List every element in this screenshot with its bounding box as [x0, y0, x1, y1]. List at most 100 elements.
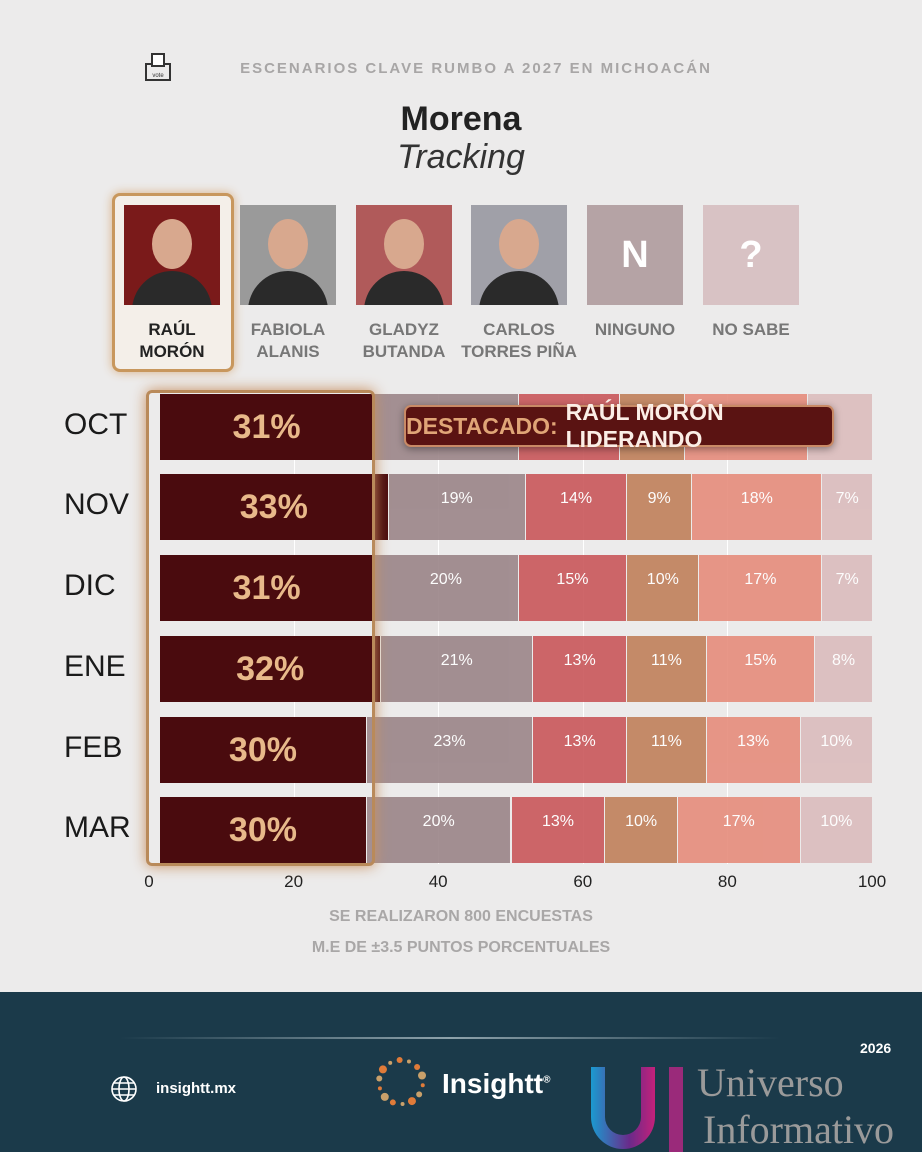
logo-dot: [414, 1064, 421, 1071]
bar-segment-carlos-torres-pi-a: 9%: [627, 474, 692, 540]
candidate-name: RAÚL MORÓN: [114, 319, 230, 363]
bar-segment-fabiola-alanis: 20%: [374, 555, 518, 621]
data-label: 30%: [228, 730, 297, 769]
x-tick-label: 0: [144, 872, 154, 891]
bar-segment-gladyz-butanda: 14%: [525, 474, 627, 540]
logo-dot: [400, 1101, 405, 1106]
candidate-name-line2: TORRES PIÑA: [461, 342, 577, 361]
data-label: 10%: [820, 813, 853, 830]
candidate-photo: ?: [703, 205, 799, 305]
data-label: 31%: [232, 407, 301, 446]
logo-dot: [420, 1083, 425, 1088]
candidate-name: NINGUNO: [577, 319, 693, 341]
data-label: 18%: [740, 490, 773, 507]
candidate-photo: [240, 205, 336, 305]
logo-dot: [376, 1075, 383, 1082]
website-link[interactable]: insightt.mx: [156, 1080, 237, 1097]
bar-segment-ninguno: 17%: [677, 797, 800, 863]
logo-dot: [388, 1060, 393, 1065]
data-label: 8%: [832, 652, 856, 669]
bar-segment-fabiola-alanis: 20%: [366, 797, 511, 863]
footer-divider: [120, 1037, 780, 1039]
x-tick-label: 100: [857, 872, 887, 891]
data-label: 11%: [651, 733, 682, 750]
candidate-photo: [471, 205, 567, 305]
bar-segment-carlos-torres-pi-a: 10%: [605, 797, 677, 863]
data-label: 13%: [737, 733, 770, 750]
candidate-glyph: N: [621, 233, 649, 276]
bar-segment-ra-l-mor-n: 30%: [160, 717, 366, 783]
subtitle: ESCENARIOS CLAVE RUMBO A 2027 EN MICHOAC…: [240, 60, 712, 77]
candidate-name-line2: BUTANDA: [362, 342, 446, 361]
month-label: OCT: [64, 408, 128, 441]
bar-segment-fabiola-alanis: 21%: [381, 636, 533, 702]
bar-segment-no-sabe: 7%: [822, 474, 872, 540]
watermark-text-2: Informativo: [703, 1107, 895, 1152]
data-label: 33%: [239, 487, 308, 526]
bar-segment-ra-l-mor-n: 31%: [160, 555, 374, 621]
candidate-name-line1: NINGUNO: [594, 320, 676, 339]
candidate-1: FABIOLA ALANIS: [230, 205, 346, 363]
candidate-name-line2: ALANIS: [256, 342, 320, 361]
bar-segment-ra-l-mor-n: 31%: [160, 394, 374, 460]
month-label: NOV: [64, 488, 130, 521]
candidate-name: CARLOS TORRES PIÑA: [461, 319, 577, 363]
data-label: 17%: [722, 813, 755, 830]
gridline: [582, 394, 584, 864]
logo-dot: [377, 1086, 382, 1091]
month-label: FEB: [64, 731, 123, 764]
bar-segment-gladyz-butanda: 13%: [511, 797, 605, 863]
bar-segment-carlos-torres-pi-a: 10%: [627, 555, 699, 621]
watermark-year: 2026: [860, 1040, 892, 1056]
footer: [0, 992, 922, 1152]
bar-segment-no-sabe: 10%: [800, 717, 872, 783]
bar-segment-gladyz-butanda: 13%: [533, 636, 627, 702]
gridline: [727, 394, 729, 864]
data-label: 14%: [560, 490, 593, 507]
candidate-name: FABIOLA ALANIS: [230, 319, 346, 363]
gridline: [438, 394, 440, 864]
month-label: ENE: [64, 650, 126, 683]
data-label: 7%: [835, 490, 859, 507]
candidate-glyph: ?: [739, 233, 763, 276]
watermark-text-1: Universo: [697, 1060, 844, 1105]
insightt-logo-icon: [376, 1057, 427, 1106]
x-tick-label: 80: [717, 872, 737, 891]
logo-dot: [406, 1059, 411, 1064]
data-label: 10%: [646, 571, 679, 588]
candidate-photo: N: [587, 205, 683, 305]
x-tick-label: 40: [428, 872, 448, 891]
logo-dot: [389, 1099, 396, 1106]
candidate-name: GLADYZ BUTANDA: [346, 319, 462, 363]
candidate-photo: [356, 205, 452, 305]
ballot-label: vote: [152, 73, 164, 79]
bar-segment-carlos-torres-pi-a: 11%: [627, 636, 706, 702]
ballot-box-icon: vote: [145, 53, 171, 81]
candidate-4: N NINGUNO: [577, 205, 693, 341]
registered-mark: ®: [543, 1074, 551, 1086]
globe-icon: [111, 1076, 137, 1102]
leader-column-frame: [146, 390, 375, 866]
data-label: 15%: [744, 652, 777, 669]
watermark-logo-icon: [591, 1067, 683, 1152]
candidate-name-line1: FABIOLA: [250, 320, 326, 339]
data-label: 7%: [835, 571, 859, 588]
data-label: 13%: [541, 813, 574, 830]
candidate-name-line1: CARLOS: [483, 320, 555, 339]
highlight-banner: DESTACADO: RAÚL MORÓN LIDERANDO: [404, 399, 834, 452]
bar-segment-ninguno: 18%: [692, 474, 822, 540]
candidate-name-line1: GLADYZ: [369, 320, 439, 339]
logo-dot: [380, 1092, 389, 1101]
chart-subtitle: Tracking: [397, 138, 525, 176]
bar-segment-gladyz-butanda: 13%: [533, 717, 627, 783]
bar-segment-ninguno: 13%: [706, 717, 800, 783]
bar-segment-ninguno: 15%: [706, 636, 815, 702]
data-label: 30%: [228, 810, 297, 849]
bar-segment-ra-l-mor-n: 33%: [160, 474, 388, 540]
bar-segment-no-sabe: 7%: [822, 555, 872, 621]
month-label: DIC: [64, 569, 116, 602]
bar-segment-ninguno: 17%: [699, 555, 822, 621]
data-label: 10%: [625, 813, 658, 830]
data-label: 17%: [744, 571, 777, 588]
data-label: 20%: [422, 813, 455, 830]
